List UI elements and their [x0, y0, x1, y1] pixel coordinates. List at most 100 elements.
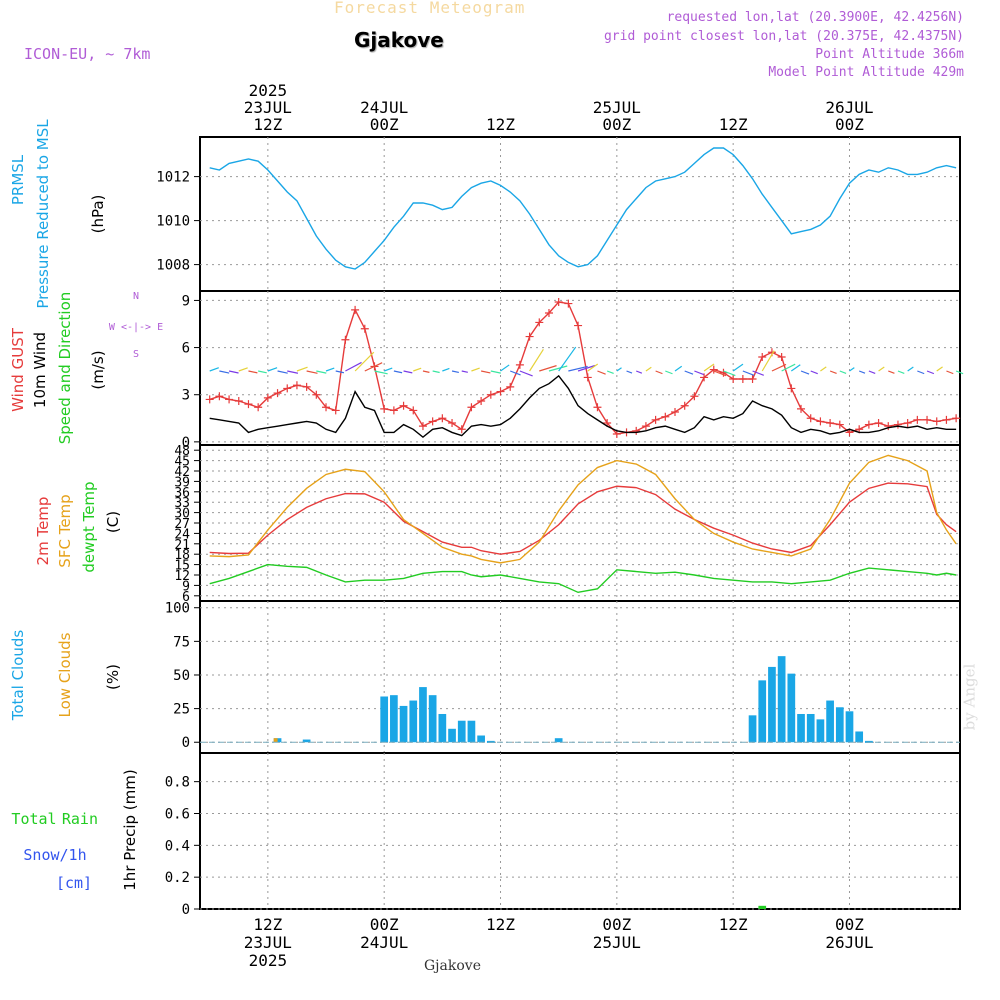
gust-marker	[806, 414, 815, 423]
wind-arrow	[888, 370, 895, 374]
wind-arrow	[442, 367, 450, 372]
gust-marker	[709, 365, 718, 374]
gust-marker	[554, 298, 563, 306]
time-label-bottom: 12Z	[253, 915, 282, 934]
wind-arrow	[626, 370, 633, 374]
y-tick-label: 75	[173, 634, 190, 650]
y-tick-label: 15	[174, 559, 190, 574]
y-tick-label: 0.8	[165, 775, 190, 791]
gust-marker	[331, 406, 340, 415]
gust-marker	[515, 360, 524, 369]
cloud-bar	[816, 719, 825, 743]
cloud-bar	[380, 696, 389, 743]
y-tick-label: 27	[174, 517, 190, 532]
cloud-bar	[390, 695, 398, 743]
wind-arrow	[752, 370, 764, 376]
time-label-top: 25JUL	[593, 98, 641, 117]
wind-arrow	[732, 363, 744, 372]
series-line-2m-temp	[209, 482, 957, 555]
wind-arrow	[849, 367, 855, 372]
wind-arrow	[917, 370, 925, 375]
wind-arrow	[258, 370, 267, 374]
wind-arrow	[296, 366, 308, 372]
rain-bar	[758, 905, 767, 909]
gust-marker	[690, 392, 699, 401]
gust-marker	[632, 426, 641, 435]
y-tick-label: 6	[182, 590, 190, 605]
time-label-bottom: 00Z	[835, 915, 864, 934]
cloud-bar	[748, 715, 757, 743]
time-label-bottom: 12Z	[486, 915, 515, 934]
y-tick-label: 1010	[156, 214, 190, 230]
cloud-bar	[477, 735, 485, 743]
panel-frame-pressure	[199, 136, 961, 292]
time-label-bottom: 24JUL	[360, 933, 408, 952]
wind-arrow	[878, 366, 885, 372]
time-label-bottom: 12Z	[719, 915, 748, 934]
gust-marker	[835, 420, 844, 429]
wind-arrow	[490, 370, 501, 374]
gust-marker	[893, 420, 902, 429]
time-label-top: 23JUL	[244, 98, 292, 117]
gust-marker	[913, 415, 922, 424]
gust-marker	[273, 389, 282, 398]
wind-arrow	[858, 370, 866, 374]
compass-n: N	[133, 291, 139, 302]
wind-arrow	[587, 363, 599, 372]
panel-frame-precip	[199, 752, 961, 910]
gust-marker	[312, 390, 321, 399]
cloud-bar	[855, 731, 864, 743]
y-tick-label: 50	[173, 668, 190, 684]
series-line-dewpt-temp	[209, 563, 957, 594]
wind-arrow	[568, 365, 588, 372]
wind-arrow	[209, 367, 219, 372]
series-line-sfc-temp	[209, 454, 957, 564]
wind-arrow	[529, 349, 544, 372]
time-label-top: 2025	[249, 81, 288, 100]
y-tick-label: 0.2	[165, 870, 190, 886]
wind-arrow	[597, 370, 606, 375]
cloud-bar	[806, 713, 815, 743]
cloud-bar	[467, 720, 476, 743]
wind-arrow	[267, 367, 278, 372]
gust-marker	[380, 404, 389, 413]
wind-arrow	[248, 370, 258, 374]
gust-marker	[680, 401, 689, 410]
gust-marker	[544, 309, 553, 317]
gust-marker	[738, 375, 747, 383]
cloud-bar	[787, 673, 796, 743]
wind-arrow	[897, 370, 905, 374]
wind-arrow	[742, 370, 755, 376]
cloud-bar	[399, 705, 408, 743]
y-tick-label: 12	[174, 569, 190, 584]
y-tick-label: 24	[174, 527, 190, 542]
wind-arrow	[694, 370, 704, 376]
cloud-bar	[768, 666, 776, 743]
gust-marker	[292, 381, 301, 390]
model-label: ICON-EU, ~ 7km	[24, 45, 151, 63]
wind-arrow	[829, 370, 837, 375]
precip-label-snow: Snow/1h	[23, 846, 86, 864]
wind-arrow	[655, 370, 663, 375]
compass-s: S	[133, 349, 139, 360]
cloud-label-total: Total Clouds	[9, 630, 27, 722]
wind-arrow	[936, 366, 943, 372]
gust-marker	[593, 403, 602, 412]
precip-label-total: Total	[11, 810, 56, 828]
wind-arrow	[471, 367, 480, 372]
cloud-bar	[826, 700, 834, 743]
y-tick-label: 25	[173, 702, 190, 718]
gust-marker	[884, 422, 893, 431]
time-label-top: 00Z	[370, 115, 399, 134]
gust-marker	[254, 403, 263, 412]
temp-label-sfc: SFC Temp	[56, 494, 74, 567]
gust-marker	[399, 401, 408, 410]
y-tick-label: 1012	[156, 170, 190, 186]
wind-arrow	[277, 370, 288, 374]
wind-arrow	[403, 370, 413, 374]
pressure-label-prmsl: PRMSL	[9, 154, 27, 205]
y-tick-label: 21	[174, 538, 190, 553]
gust-marker	[903, 419, 912, 427]
wind-arrow	[238, 367, 248, 372]
